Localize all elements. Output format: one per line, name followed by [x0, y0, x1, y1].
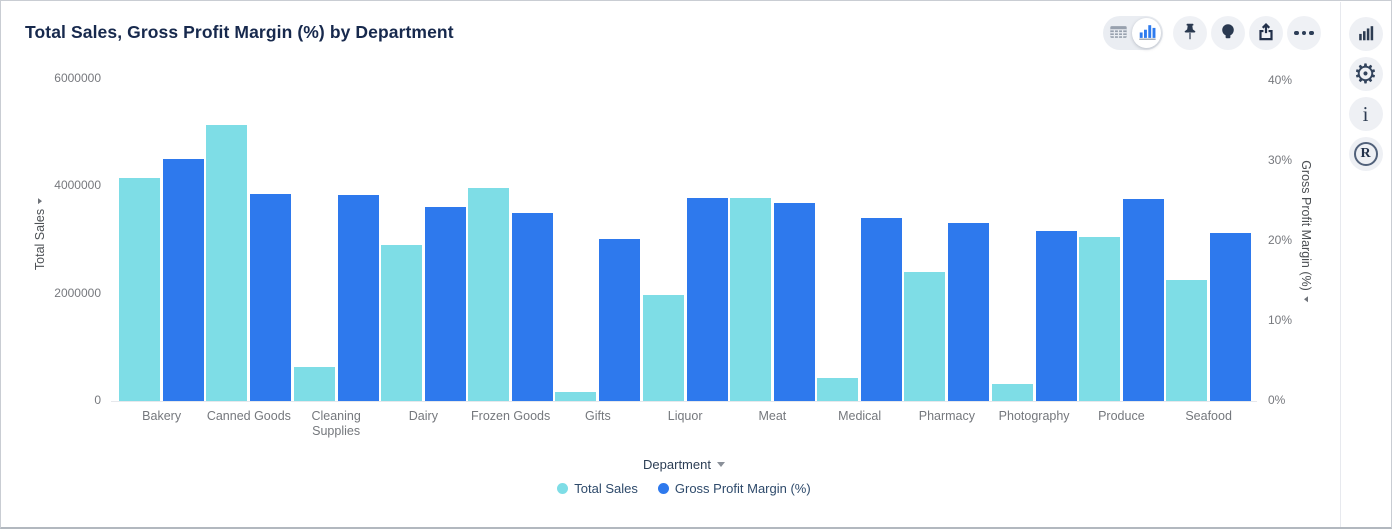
legend-item-total-sales[interactable]: Total Sales: [557, 481, 638, 496]
y-tick-label: 0: [94, 393, 101, 407]
chart-type-button[interactable]: [1348, 17, 1383, 51]
bar[interactable]: [773, 202, 815, 401]
right-rail: ⚙ i R: [1340, 2, 1390, 527]
x-category-label: Meat: [758, 409, 787, 423]
y-tick-label: 4000000: [54, 178, 101, 193]
lightbulb-icon: [1217, 21, 1239, 46]
bar[interactable]: [904, 271, 946, 401]
bar[interactable]: [119, 178, 161, 401]
x-axis-line: [111, 401, 1257, 402]
settings-button[interactable]: ⚙: [1348, 57, 1383, 91]
info-button[interactable]: i: [1348, 97, 1383, 131]
bar[interactable]: [948, 223, 990, 401]
table-view-button[interactable]: [1105, 18, 1132, 48]
bar[interactable]: [163, 159, 205, 401]
x-category-label: Liquor: [667, 409, 703, 423]
department-dropdown[interactable]: Department: [643, 457, 725, 472]
y-tick-label: 40%: [1268, 73, 1293, 87]
bar[interactable]: [642, 294, 684, 401]
bar[interactable]: [250, 193, 292, 401]
y-tick-label: 30%: [1268, 153, 1293, 167]
bar[interactable]: [991, 383, 1033, 401]
sort-arrow-icon: [38, 197, 42, 204]
export-button[interactable]: [1249, 16, 1283, 50]
legend-item-gross-profit-margin[interactable]: Gross Profit Margin (%): [657, 481, 811, 496]
y-tick-label: 20%: [1268, 233, 1293, 247]
bar[interactable]: [1035, 231, 1077, 401]
x-category-label: Bakery: [142, 409, 182, 423]
bar[interactable]: [861, 217, 903, 401]
x-category-label: Cleaning Supplies: [311, 409, 361, 438]
bar[interactable]: [599, 239, 641, 401]
info-icon: i: [1362, 101, 1369, 126]
right-axis-title[interactable]: Gross Profit Margin (%): [1299, 160, 1313, 302]
bar[interactable]: [817, 377, 859, 401]
dual-axis-bar-chart: Total Sales Gross Profit Margin (%) 0 200…: [1, 1, 1341, 527]
x-category-label: Medical: [838, 409, 882, 423]
chart-panel: Total Sales, Gross Profit Margin (%) by …: [1, 1, 1341, 527]
x-category-label: Produce: [1098, 409, 1145, 423]
reveal-logo-icon: R: [1353, 142, 1378, 166]
bar[interactable]: [206, 125, 248, 401]
pin-icon: [1179, 21, 1201, 46]
x-category-label: Photography: [998, 409, 1070, 423]
chevron-down-icon: [716, 462, 725, 467]
x-category-label: Dairy: [408, 409, 438, 423]
bar[interactable]: [1166, 280, 1208, 401]
y-tick-label: 0%: [1268, 393, 1286, 407]
gear-icon: ⚙: [1353, 58, 1378, 90]
bar[interactable]: [424, 207, 466, 401]
bar[interactable]: [380, 244, 422, 401]
y-tick-label: 10%: [1268, 313, 1293, 327]
bar[interactable]: [729, 197, 771, 401]
legend-dot: [657, 483, 669, 494]
left-axis-title[interactable]: Total Sales: [33, 197, 47, 270]
page-title: Total Sales, Gross Profit Margin (%) by …: [25, 22, 454, 42]
bar-chart-icon: [1137, 22, 1157, 45]
insights-button[interactable]: [1211, 16, 1245, 50]
x-axis-field-selector: Department: [1, 457, 1367, 472]
toolbar: [1103, 16, 1321, 50]
legend-dot: [557, 483, 569, 494]
chart-view-button[interactable]: [1132, 18, 1161, 48]
bar[interactable]: [468, 187, 510, 401]
bar-chart-icon: [1356, 23, 1376, 46]
bar[interactable]: [512, 213, 554, 401]
y-tick-label: 6000000: [54, 71, 101, 85]
x-category-label: Gifts: [585, 409, 611, 423]
x-category-label: Frozen Goods: [471, 409, 551, 423]
x-category-label: Canned Goods: [206, 409, 291, 423]
sort-arrow-icon: [1304, 295, 1308, 302]
bar[interactable]: [1122, 198, 1164, 401]
bar[interactable]: [686, 197, 728, 401]
x-category-label: Seafood: [1185, 409, 1232, 423]
bar[interactable]: [555, 391, 597, 401]
bar[interactable]: [1078, 236, 1120, 401]
bar[interactable]: [337, 194, 379, 401]
y-tick-label: 2000000: [54, 285, 101, 300]
table-icon: [1108, 22, 1129, 45]
ellipsis-icon: [1294, 30, 1314, 36]
pin-button[interactable]: [1173, 16, 1207, 50]
export-icon: [1255, 21, 1277, 46]
view-toggle: [1103, 16, 1163, 50]
legend: Total Sales Gross Profit Margin (%): [1, 481, 1367, 496]
more-options-button[interactable]: [1287, 16, 1321, 50]
bar[interactable]: [293, 367, 335, 401]
x-category-label: Pharmacy: [918, 409, 976, 423]
reveal-logo-button[interactable]: R: [1348, 137, 1383, 171]
bar[interactable]: [1210, 233, 1252, 401]
